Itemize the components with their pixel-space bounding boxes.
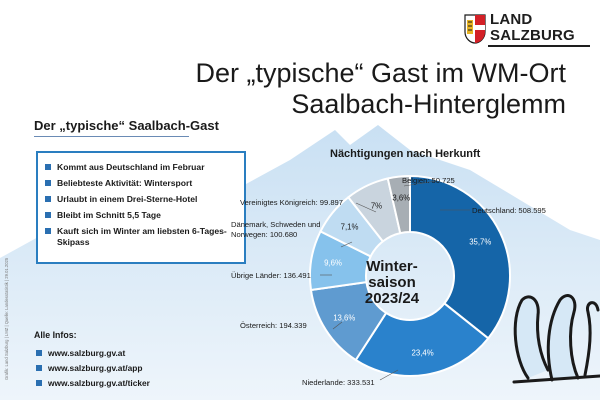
slice-percent-label: 9,6% <box>324 258 342 268</box>
bullet-square-icon <box>36 349 42 356</box>
chart-title: Nächtigungen nach Herkunft <box>330 148 481 160</box>
info-link-text[interactable]: www.salzburg.gv.at/app <box>48 362 143 373</box>
infos-links: www.salzburg.gv.at www.salzburg.gv.at/ap… <box>36 345 150 390</box>
title-line-1: Der „typische“ Gast im WM-Ort <box>195 58 566 88</box>
title-line-2: Saalbach-Hinterglemm <box>291 89 566 119</box>
credit-text: Grafik: Land Salzburg | LMZ | Quelle: La… <box>4 257 9 380</box>
bullet-square-icon <box>45 180 51 186</box>
donut-slice-1 <box>354 302 490 377</box>
bullet-square-icon <box>45 212 51 218</box>
donut-slice-0 <box>409 174 511 340</box>
slice-category-label: Übrige Länder: 136.491 <box>231 271 311 280</box>
donut-center-label: Winter- saison 2023/24 <box>355 259 429 307</box>
leader-line-6 <box>403 180 437 187</box>
logo-line-1: LAND <box>490 11 533 28</box>
slice-category-label: Österreich: 194.339 <box>240 321 307 330</box>
leader-line-5 <box>355 202 377 213</box>
page-title: Der „typische“ Gast im WM-Ort Saalbach-H… <box>195 58 566 120</box>
bullet-square-icon <box>45 228 51 234</box>
bullet-square-icon <box>36 379 42 386</box>
bullet-square-icon <box>45 164 51 170</box>
logo-underline <box>488 45 590 47</box>
center-label-line-2: saison <box>368 274 416 291</box>
slice-category-label: Niederlande: 333.531 <box>302 378 375 387</box>
profile-heading-rule <box>34 136 189 137</box>
coat-of-arms-icon <box>464 14 486 44</box>
fact-item: Urlaubt in einem Drei-Sterne-Hotel <box>45 194 238 205</box>
bullet-square-icon <box>36 364 42 371</box>
infos-heading: Alle Infos: <box>34 330 77 340</box>
slice-percent-label: 7% <box>370 201 383 211</box>
fact-item: Kauft sich im Winter am liebsten 6-Tages… <box>45 226 238 248</box>
leader-line-1 <box>379 369 399 381</box>
leader-line-2 <box>332 321 343 330</box>
info-link[interactable]: www.salzburg.gv.at/ticker <box>36 375 150 390</box>
center-label-line-1: Winter- <box>366 258 418 275</box>
land-salzburg-logo: LAND SALZBURG <box>464 12 590 52</box>
fact-item: Bleibt im Schnitt 5,5 Tage <box>45 210 238 221</box>
donut-slice-6 <box>386 174 411 235</box>
fact-item: Kommt aus Deutschland im Februar <box>45 162 238 173</box>
slice-percent-label: 23,4% <box>411 348 434 358</box>
slice-percent-label: 13,6% <box>333 313 356 323</box>
fact-text: Kommt aus Deutschland im Februar <box>57 162 205 172</box>
slice-category-label: Belgien: 50.725 <box>402 176 455 185</box>
fact-text: Bleibt im Schnitt 5,5 Tage <box>57 210 161 220</box>
info-link[interactable]: www.salzburg.gv.at <box>36 345 150 360</box>
slice-percent-label: 7,1% <box>340 222 359 232</box>
slice-percent-label: 35,7% <box>469 237 492 247</box>
info-link-text[interactable]: www.salzburg.gv.at <box>48 347 126 358</box>
center-label-line-3: 2023/24 <box>364 290 420 307</box>
profile-facts-box: Kommt aus Deutschland im Februar Beliebt… <box>36 151 246 264</box>
fact-text: Kauft sich im Winter am liebsten 6-Tages… <box>57 226 227 247</box>
slice-category-label: Vereinigtes Königreich: 99.897 <box>240 198 344 207</box>
leader-line-4 <box>340 241 353 248</box>
logo-line-2: SALZBURG <box>490 27 575 44</box>
fact-text: Urlaubt in einem Drei-Sterne-Hotel <box>57 194 198 204</box>
info-link[interactable]: www.salzburg.gv.at/app <box>36 360 150 375</box>
slice-category-label: Dänemark, Schweden und Norwegen: 100.680 <box>231 220 321 239</box>
fact-item: Beliebteste Aktivität: Wintersport <box>45 178 238 189</box>
profile-heading: Der „typische“ Saalbach-Gast <box>34 118 219 133</box>
slice-percent-label: 3,6% <box>392 193 411 203</box>
skier-illustration-icon <box>512 294 600 384</box>
bullet-square-icon <box>45 196 51 202</box>
fact-text: Beliebteste Aktivität: Wintersport <box>57 178 193 188</box>
info-link-text[interactable]: www.salzburg.gv.at/ticker <box>48 377 150 388</box>
slice-category-label: Deutschland: 508.595 <box>472 206 546 215</box>
